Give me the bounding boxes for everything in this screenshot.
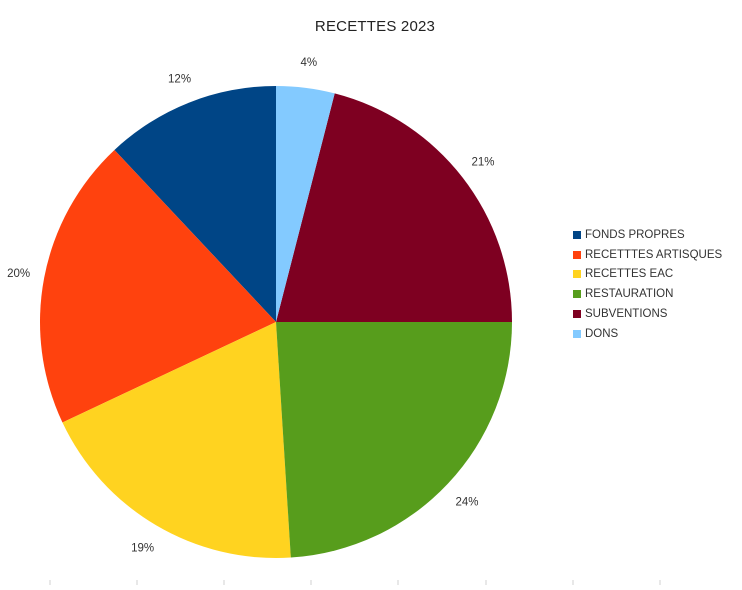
legend-swatch xyxy=(573,329,581,338)
slice-label-dons: 4% xyxy=(301,57,318,69)
legend-item-recettes-eac: RECETTES EAC xyxy=(573,265,742,285)
legend-label: RECETTES EAC xyxy=(585,268,674,281)
legend-swatch xyxy=(573,250,581,259)
slice-label-subventions: 21% xyxy=(472,156,495,168)
legend-label: FONDS PROPRES xyxy=(585,228,685,241)
legend-item-fonds-propres: FONDS PROPRES xyxy=(573,225,742,245)
chart-title: RECETTES 2023 xyxy=(314,18,436,35)
slice-label-recetttes-artisques: 20% xyxy=(7,268,30,280)
legend-swatch xyxy=(573,230,581,239)
legend-swatch xyxy=(573,290,581,299)
legend-label: RESTAURATION xyxy=(585,288,674,301)
pie-slice-restauration xyxy=(276,322,512,558)
legend-item-dons: DONS xyxy=(573,324,742,344)
legend-item-recetttes-artisques: RECETTTES ARTISQUES xyxy=(573,245,742,265)
pie-slice-dons xyxy=(276,86,335,322)
pie-slice-subventions xyxy=(276,93,512,323)
legend-label: RECETTTES ARTISQUES xyxy=(585,248,723,261)
legend: FONDS PROPRES RECETTTES ARTISQUES RECETTES… xyxy=(573,225,742,344)
slice-label-fonds-propres: 12% xyxy=(168,73,191,85)
pie-slice-recetttes-artisques xyxy=(39,149,276,423)
legend-swatch xyxy=(573,310,581,319)
legend-item-subventions: SUBVENTIONS xyxy=(573,304,742,324)
legend-label: DONS xyxy=(585,327,619,340)
legend-label: SUBVENTIONS xyxy=(585,308,668,321)
pie-slice-fonds-propres xyxy=(114,86,276,322)
slice-label-restauration: 24% xyxy=(455,496,478,508)
legend-swatch xyxy=(573,270,581,279)
legend-item-restauration: RESTAURATION xyxy=(573,284,742,304)
slice-label-recettes-eac: 19% xyxy=(131,543,154,555)
pie-slice-recettes-eac xyxy=(62,322,291,558)
